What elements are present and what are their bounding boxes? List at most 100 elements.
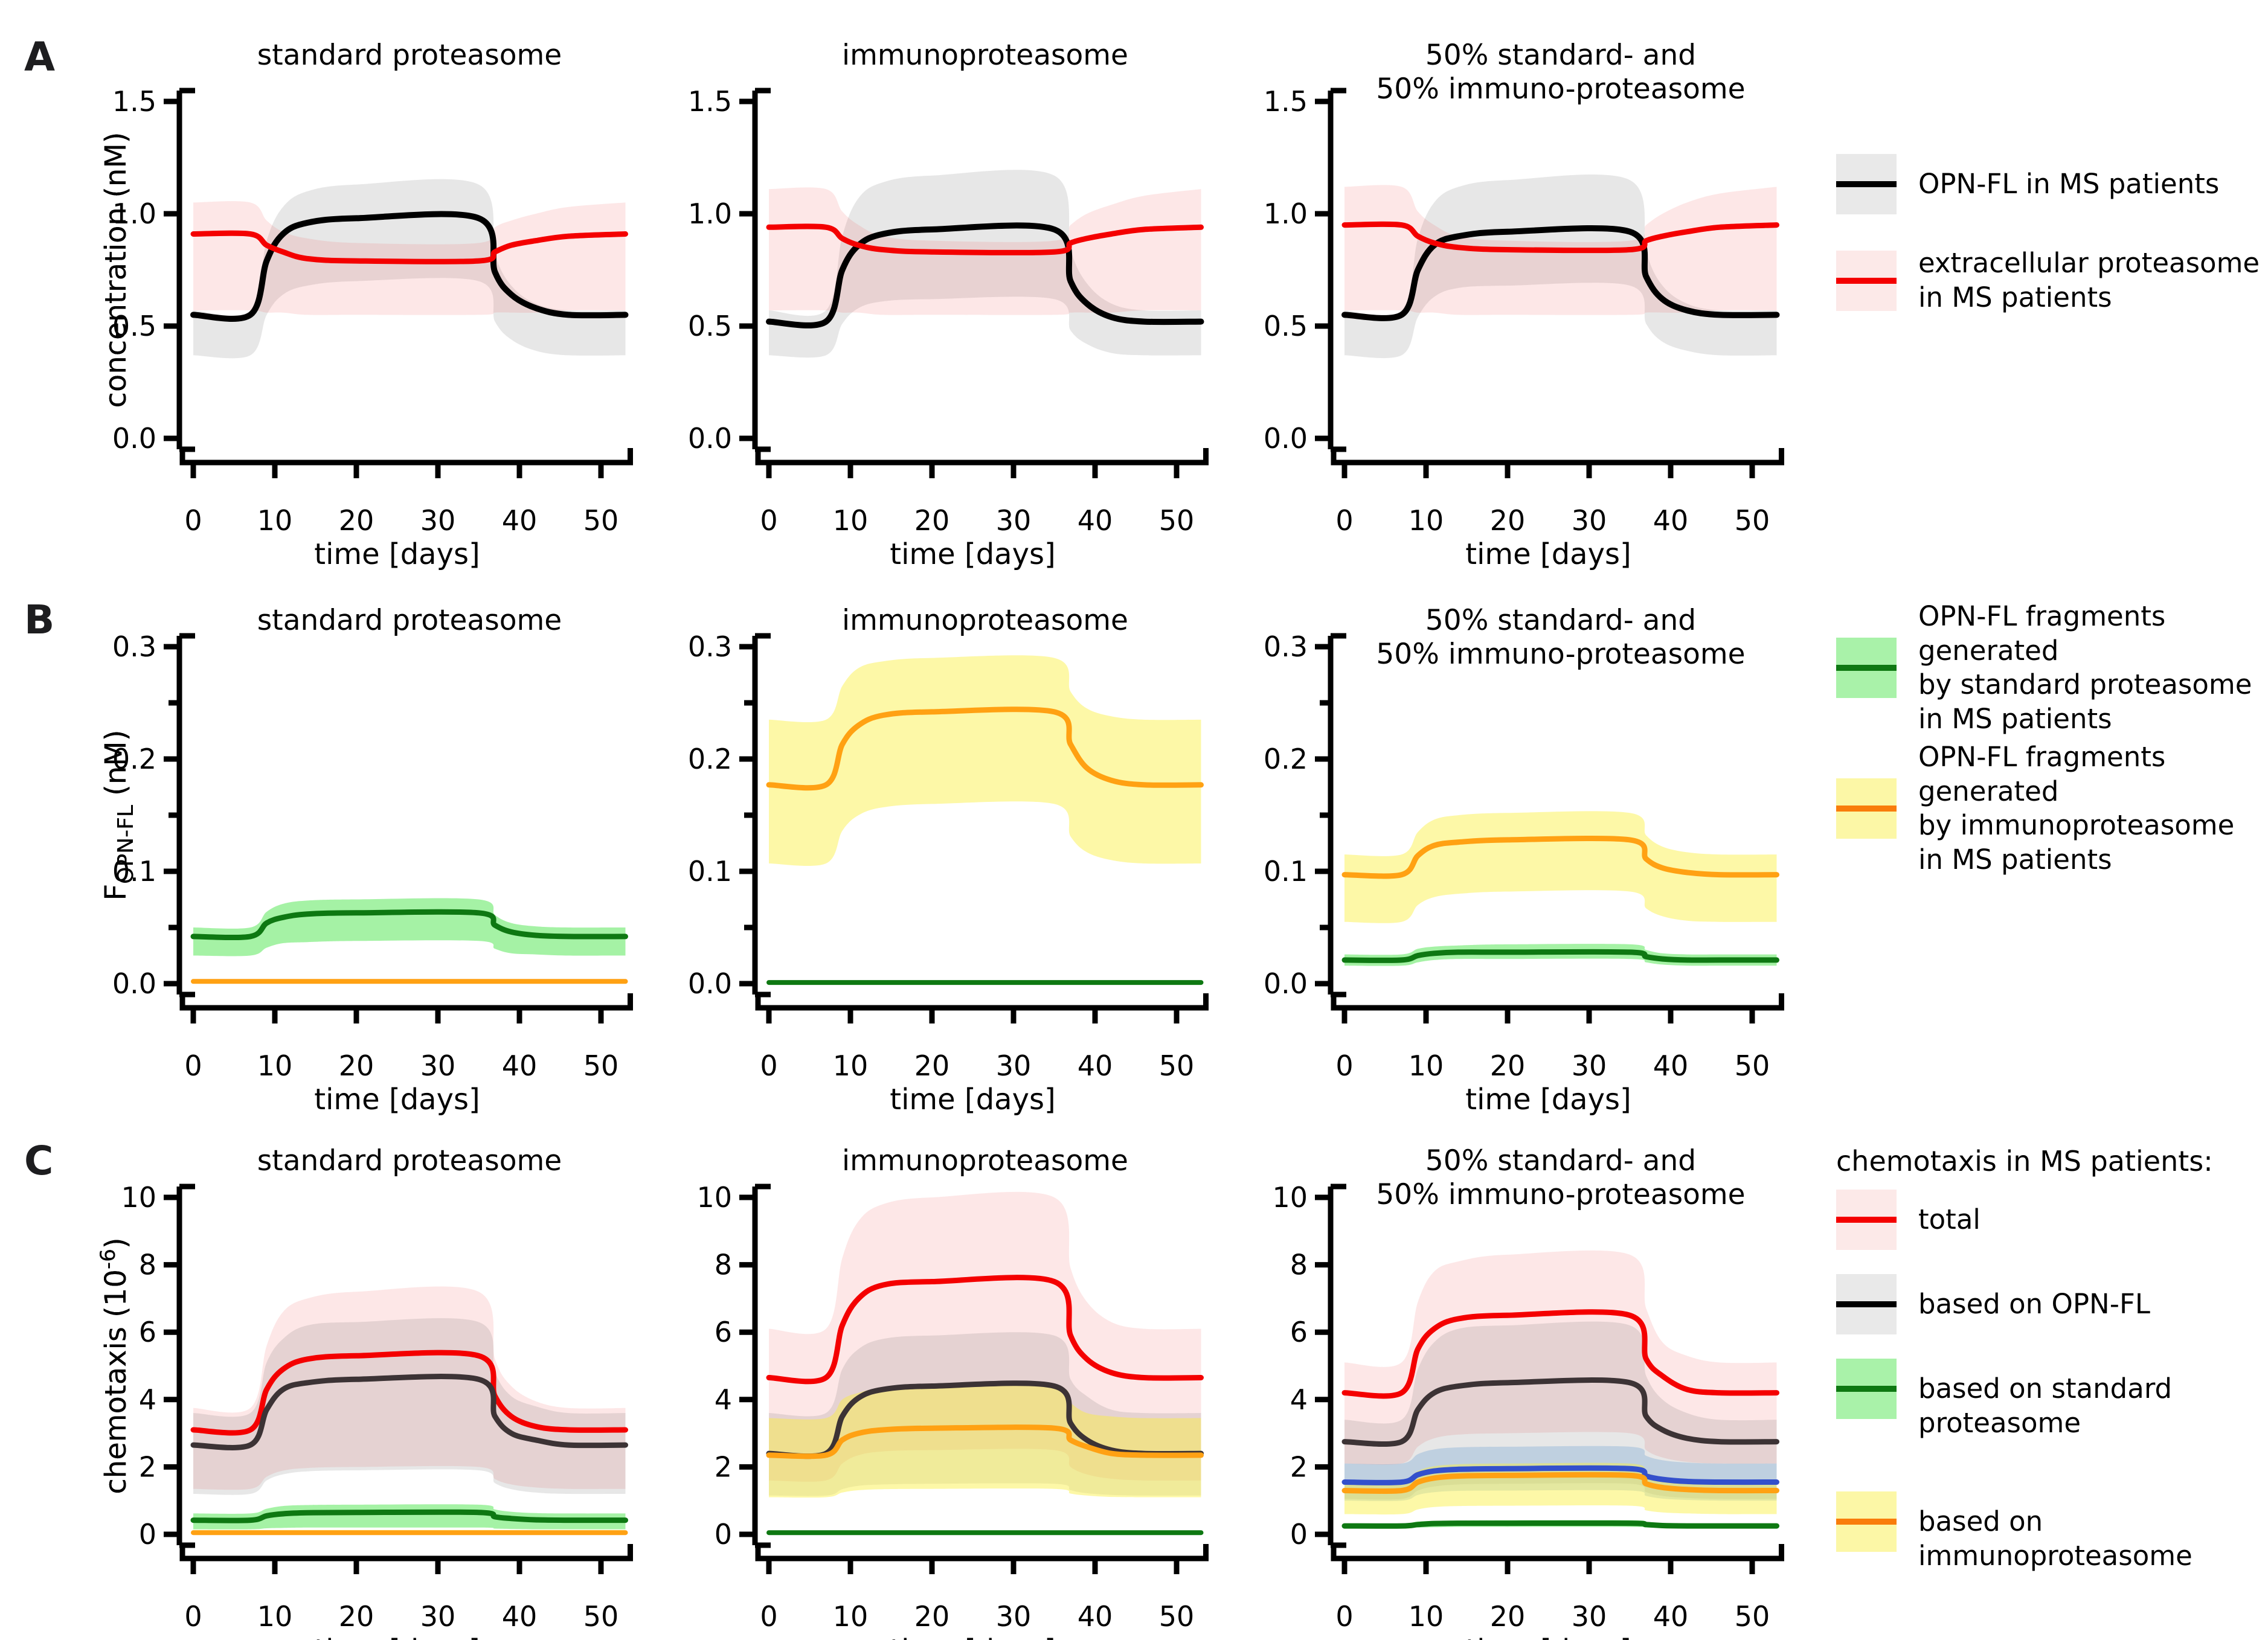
y-tick-label: 2	[715, 1450, 732, 1483]
x-axis	[1331, 1544, 1784, 1574]
panel-letter-c: C	[24, 1138, 54, 1184]
panel-title: immunoproteasome	[842, 1144, 1128, 1177]
x-axis-label: time [days]	[1465, 537, 1631, 571]
y-axis	[1315, 633, 1346, 998]
y-tick-label: 0	[715, 1518, 732, 1551]
y-tick-label: 4	[715, 1383, 732, 1416]
y-axis	[164, 633, 195, 998]
y-tick-label: 1.0	[1264, 197, 1308, 230]
x-tick-label: 50	[1159, 504, 1195, 537]
x-tick-label: 50	[583, 1049, 619, 1082]
legend-line-swatch	[1836, 181, 1897, 187]
x-tick-label: 10	[257, 1600, 293, 1633]
x-axis-label: time [days]	[1465, 1083, 1631, 1116]
x-tick-label: 10	[833, 1600, 869, 1633]
y-tick-label: 0.0	[112, 967, 156, 1000]
y-tick-label: 4	[1290, 1383, 1308, 1416]
x-tick-label: 10	[833, 1049, 869, 1082]
x-tick-label: 0	[184, 1600, 202, 1633]
y-tick-label: 10	[1272, 1181, 1308, 1214]
y-tick-label: 0.3	[1264, 630, 1308, 663]
series-line-blue	[1341, 1465, 1779, 1485]
series-line-black_soft	[190, 1374, 628, 1450]
legend-label: based on OPN-FL	[1918, 1288, 2150, 1320]
panel-title: standard proteasome	[257, 39, 562, 72]
x-axis	[1331, 993, 1784, 1023]
series-line-dark_green	[1341, 949, 1779, 963]
x-tick-label: 10	[1409, 1600, 1444, 1633]
legend-entry: based on OPN-FL	[1836, 1274, 2150, 1334]
x-tick-label: 40	[1078, 1049, 1113, 1082]
legend-c-title: chemotaxis in MS patients:	[1836, 1145, 2213, 1177]
band-band_yellow	[1344, 811, 1777, 923]
x-tick-label: 30	[1572, 504, 1607, 537]
x-tick-label: 40	[1653, 1049, 1689, 1082]
series-line-black	[1341, 225, 1780, 321]
legend-entry: OPN-FL fragments generated by immunoprot…	[1836, 740, 2234, 877]
legend-band-swatch	[1836, 1190, 1897, 1250]
legend-entry: OPN-FL in MS patients	[1836, 154, 2219, 214]
x-tick-label: 40	[1078, 1600, 1113, 1633]
x-tick-label: 20	[1490, 504, 1526, 537]
x-tick-label: 50	[1735, 1049, 1770, 1082]
legend-label: total	[1918, 1203, 1980, 1235]
panel-title: 50% standard- and 50% immuno-proteasome	[1376, 604, 1746, 671]
series-line-red	[1341, 221, 1779, 254]
y-axis	[739, 633, 771, 998]
legend-line-swatch	[1836, 1301, 1897, 1307]
y-axis-label: chemotaxis (10-6)	[96, 1237, 133, 1494]
y-tick-label: 6	[715, 1316, 732, 1348]
y-tick-label: 0.3	[688, 630, 732, 663]
panel-plot: 0.0 0.5 1.0 1.5 0 10 20 30 40 50 time [days] concen…	[99, 85, 1209, 571]
x-axis	[755, 448, 1209, 478]
y-tick-label: 10	[121, 1181, 156, 1214]
panel-plot: 0.0 0.1 0.2 0.3 0 10 20 30 40 50 time [days] FOPN-F…	[99, 630, 1784, 1116]
band-band_pink	[193, 1286, 626, 1490]
x-tick-label: 30	[420, 1600, 456, 1633]
y-tick-label: 0	[1290, 1518, 1308, 1551]
band-band_yellow	[769, 655, 1201, 866]
panel-plot: 0.0 0.1 0.2 0.3 0 10 20 30 40 50 time [days] FOPN-F…	[99, 630, 1209, 1116]
legend-entry: extracellular proteasome in MS patients	[1836, 246, 2260, 315]
series-line-black	[190, 211, 629, 322]
band-band_pink	[769, 1191, 1201, 1482]
x-tick-label: 30	[1572, 1600, 1607, 1633]
x-tick-label: 50	[1735, 504, 1770, 537]
x-tick-label: 30	[420, 504, 456, 537]
x-axis-label: time [days]	[314, 1633, 480, 1640]
legend-line-swatch	[1836, 1519, 1897, 1525]
series-line-red	[190, 1350, 628, 1436]
x-tick-label: 30	[996, 1049, 1032, 1082]
x-tick-label: 10	[833, 504, 869, 537]
legend-label: based on immunoproteasome	[1918, 1505, 2193, 1572]
series-line-orange	[1341, 1472, 1779, 1494]
y-tick-label: 0.5	[688, 310, 732, 342]
y-tick-label: 0.2	[112, 743, 156, 775]
band-band_green	[193, 898, 626, 956]
panel-letter-b: B	[24, 597, 55, 643]
y-axis	[164, 1184, 195, 1548]
y-axis-label: concentration (nM)	[99, 132, 133, 408]
x-axis	[1331, 448, 1784, 478]
x-axis	[755, 993, 1209, 1023]
y-axis	[164, 88, 195, 452]
panel-title: standard proteasome	[257, 604, 562, 637]
x-tick-label: 0	[1335, 504, 1353, 537]
y-tick-label: 2	[139, 1450, 156, 1483]
series-line-dark_green	[1341, 1520, 1779, 1529]
panel-title: immunoproteasome	[842, 604, 1128, 637]
legend-label: OPN-FL in MS patients	[1918, 167, 2220, 200]
band-band_pink	[193, 201, 626, 315]
y-axis	[739, 1184, 771, 1548]
y-tick-label: 0.1	[1264, 855, 1308, 888]
x-tick-label: 10	[1409, 1049, 1444, 1082]
panel-plot: 0 2 4 6 8 10 0 10 20 30 40 50 time [days] chemotaxis …	[96, 1181, 633, 1640]
x-tick-label: 0	[760, 1049, 777, 1082]
y-tick-label: 0.2	[688, 743, 732, 775]
x-tick-label: 0	[1335, 1049, 1353, 1082]
x-tick-label: 50	[1159, 1049, 1195, 1082]
band-band_gray	[1344, 174, 1777, 359]
y-tick-label: 1.5	[112, 85, 156, 118]
x-tick-label: 40	[502, 504, 538, 537]
